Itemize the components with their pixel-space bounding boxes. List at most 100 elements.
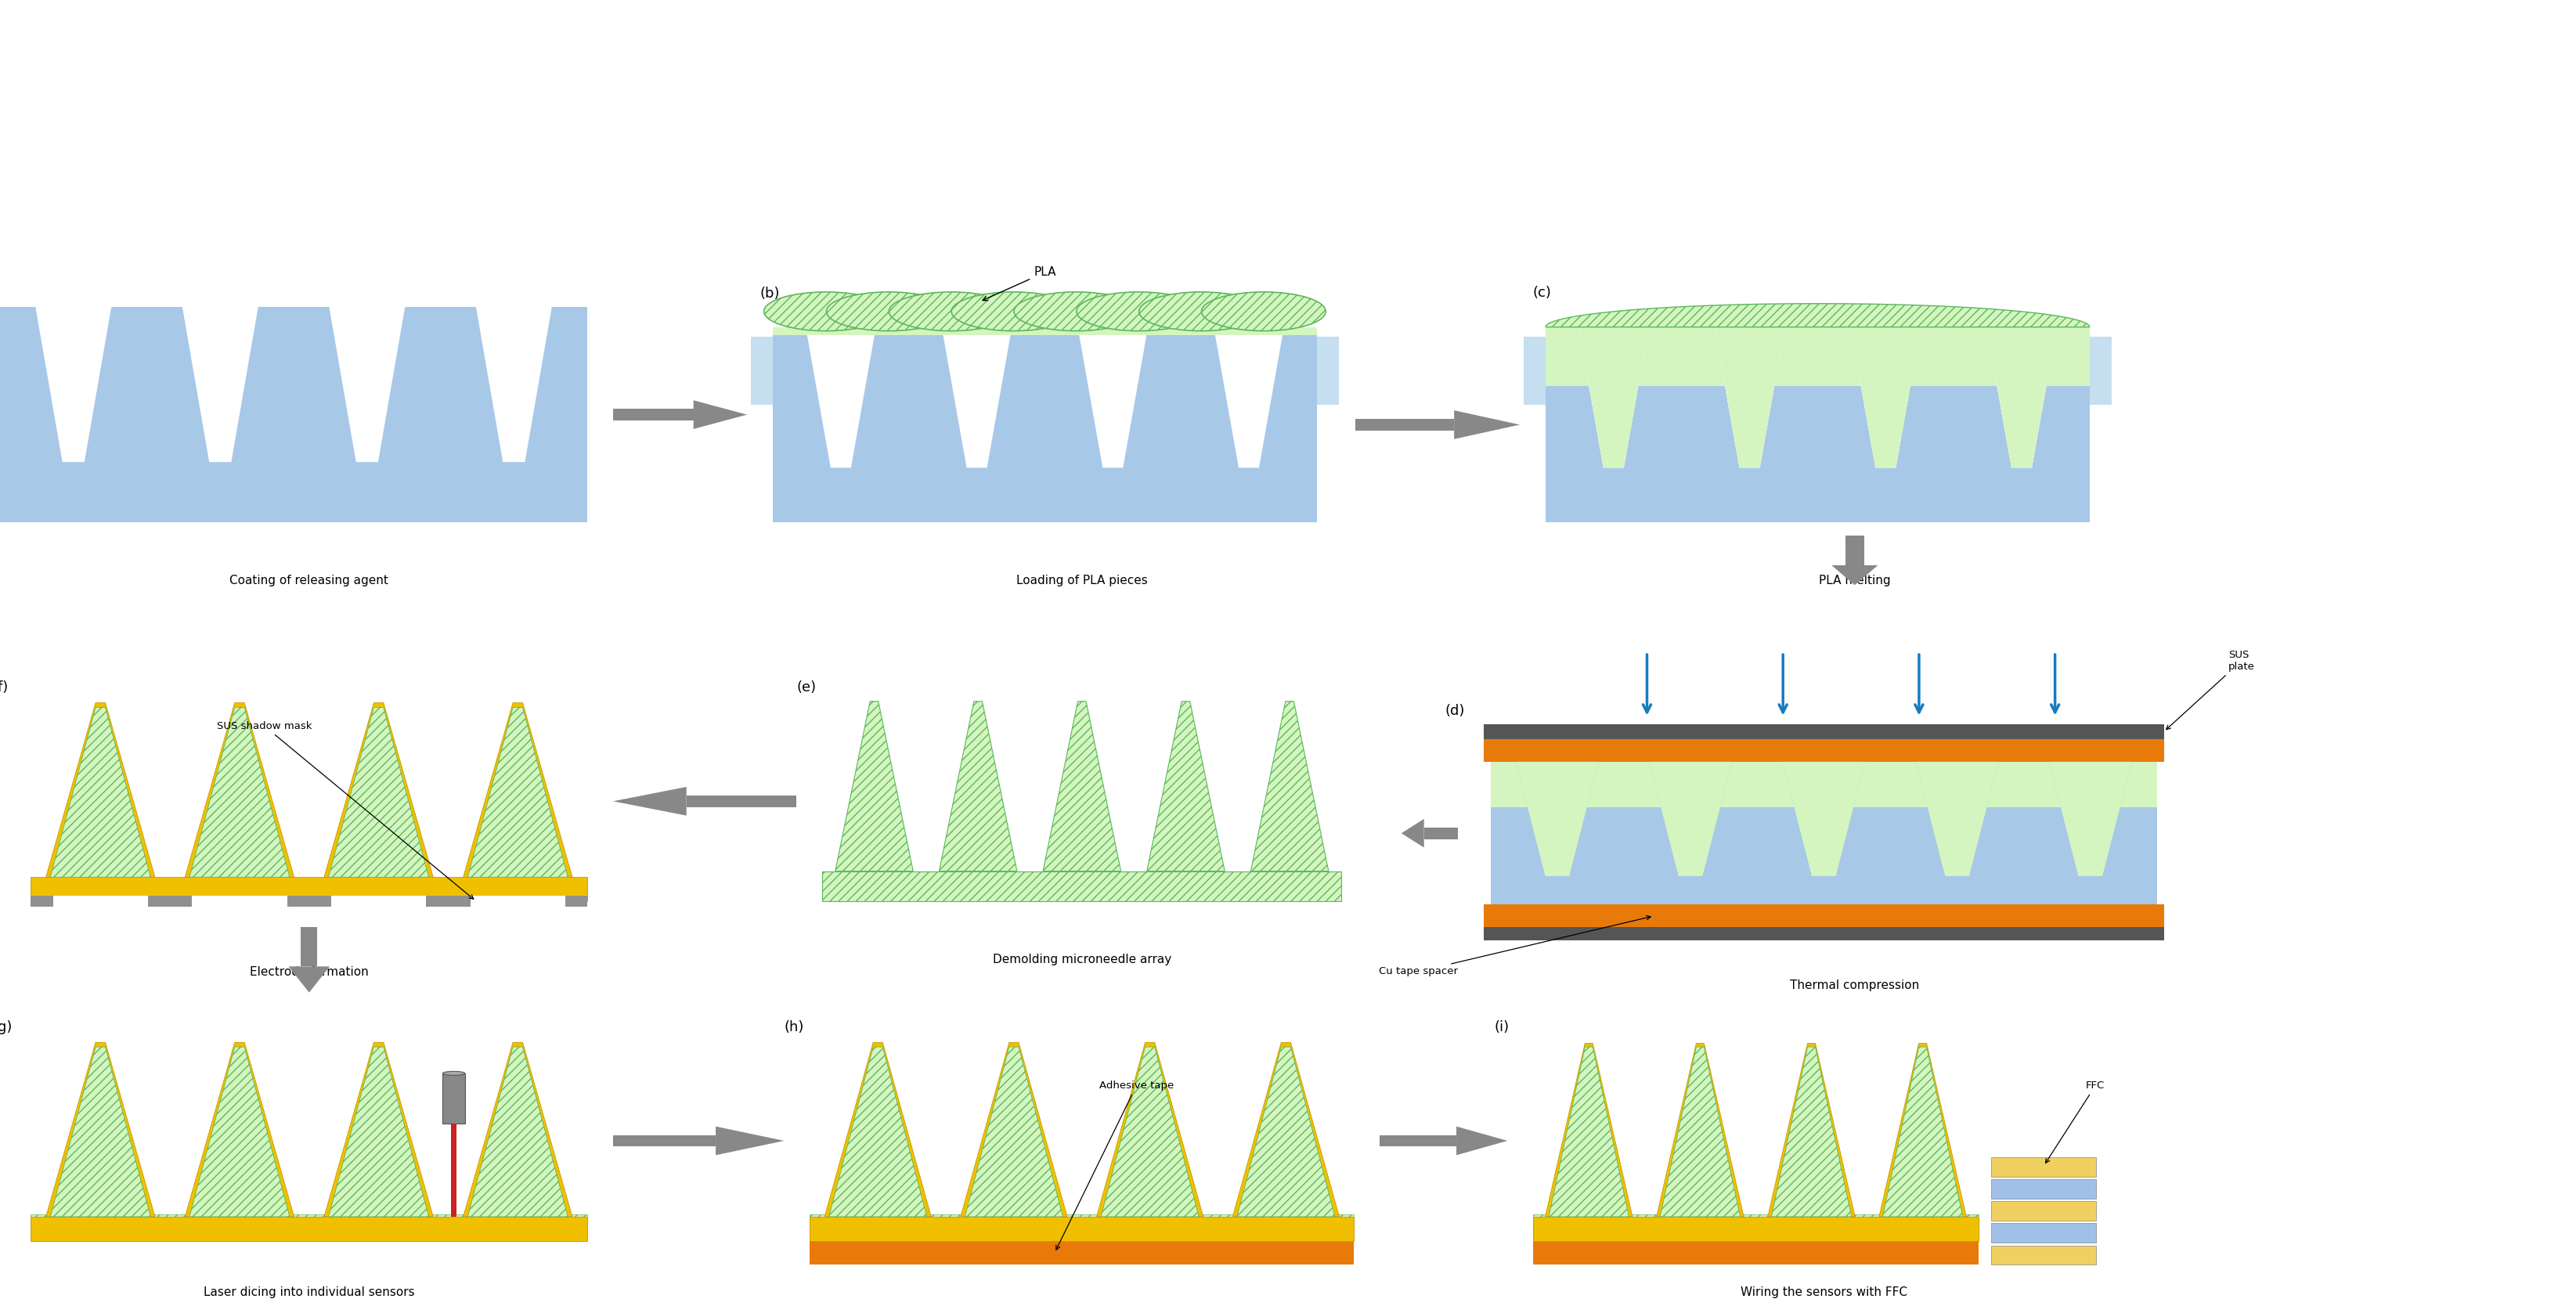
Polygon shape [829, 1047, 927, 1217]
Polygon shape [2048, 761, 2133, 876]
Text: SUS
plate: SUS plate [2166, 650, 2254, 730]
Text: SUS shadow mask: SUS shadow mask [216, 721, 474, 899]
Text: (e): (e) [796, 680, 817, 695]
Polygon shape [1649, 761, 1731, 876]
Polygon shape [1453, 410, 1520, 439]
Polygon shape [1883, 1047, 1963, 1217]
Polygon shape [1579, 326, 1649, 468]
Polygon shape [1236, 1047, 1334, 1217]
Bar [1844, 535, 1865, 565]
Polygon shape [464, 703, 572, 878]
Polygon shape [330, 708, 428, 878]
Bar [193, 896, 286, 906]
Text: (i): (i) [1494, 1020, 1510, 1034]
Polygon shape [52, 1047, 149, 1217]
Polygon shape [943, 326, 1012, 468]
Bar [2089, 337, 2112, 405]
Bar [31, 896, 587, 906]
Bar [1525, 337, 1546, 405]
Polygon shape [966, 1047, 1064, 1217]
Polygon shape [1986, 326, 2056, 468]
Bar [1492, 761, 2156, 807]
Polygon shape [824, 1042, 930, 1217]
Text: (b): (b) [760, 287, 781, 300]
Polygon shape [183, 307, 258, 462]
Text: Coating of releasing agent: Coating of releasing agent [229, 575, 389, 586]
Polygon shape [1783, 761, 1865, 876]
Polygon shape [961, 1042, 1066, 1217]
Text: FFC: FFC [2045, 1080, 2105, 1164]
Polygon shape [1850, 326, 1922, 468]
Bar [752, 337, 773, 405]
Polygon shape [1850, 326, 1922, 468]
Polygon shape [185, 703, 294, 878]
Ellipse shape [827, 293, 951, 330]
Polygon shape [1100, 1047, 1198, 1217]
Polygon shape [1649, 761, 1731, 876]
Polygon shape [1716, 326, 1785, 468]
Text: Adhesive tape: Adhesive tape [1056, 1080, 1175, 1250]
Text: Cu tape spacer: Cu tape spacer [1378, 916, 1651, 977]
Text: Wiring the sensors with FFC: Wiring the sensors with FFC [1741, 1286, 1906, 1298]
Polygon shape [46, 703, 155, 878]
Polygon shape [1832, 565, 1878, 585]
Polygon shape [325, 1042, 433, 1217]
Bar [1425, 828, 1458, 838]
Text: PLA melting: PLA melting [1819, 575, 1891, 586]
Bar [1546, 326, 2089, 385]
Polygon shape [36, 307, 111, 462]
Polygon shape [613, 786, 685, 815]
Bar [31, 1215, 587, 1241]
Ellipse shape [1077, 293, 1200, 330]
Bar [809, 1241, 1355, 1264]
Polygon shape [1146, 701, 1224, 871]
Bar [2089, 337, 2112, 405]
Polygon shape [1401, 819, 1425, 848]
Polygon shape [46, 1042, 155, 1217]
Bar [443, 1074, 464, 1123]
Text: (d): (d) [1445, 704, 1466, 717]
Polygon shape [693, 400, 747, 430]
Polygon shape [1850, 326, 1922, 468]
Bar [773, 326, 1316, 334]
Bar [1991, 1224, 2097, 1243]
Ellipse shape [1015, 293, 1139, 330]
Bar [613, 409, 693, 421]
Bar [301, 927, 317, 966]
Polygon shape [469, 708, 567, 878]
Ellipse shape [1139, 293, 1262, 330]
Text: Loading of PLA pieces: Loading of PLA pieces [1018, 575, 1146, 586]
Polygon shape [1455, 1126, 1507, 1156]
Polygon shape [1767, 1043, 1855, 1217]
Polygon shape [1077, 326, 1149, 468]
Polygon shape [1716, 326, 1785, 468]
Ellipse shape [765, 293, 889, 330]
Polygon shape [477, 307, 551, 462]
Bar [1381, 1135, 1455, 1147]
Bar [1533, 1217, 1978, 1241]
Polygon shape [330, 307, 404, 462]
Bar [1991, 1202, 2097, 1221]
Polygon shape [1043, 701, 1121, 871]
Polygon shape [1548, 1047, 1628, 1217]
Text: Demolding microneedle array: Demolding microneedle array [992, 953, 1172, 965]
Polygon shape [289, 966, 330, 993]
Bar [822, 871, 1342, 901]
Polygon shape [185, 1042, 294, 1217]
Bar [1546, 326, 2089, 522]
Bar [685, 795, 796, 807]
Bar [31, 1217, 587, 1241]
Polygon shape [1917, 761, 1999, 876]
Polygon shape [464, 1042, 572, 1217]
Polygon shape [469, 1047, 567, 1217]
Bar [809, 1217, 1355, 1241]
Polygon shape [1213, 326, 1283, 468]
Bar [1492, 761, 2156, 905]
Text: PLA: PLA [981, 266, 1056, 300]
Polygon shape [1783, 761, 1865, 876]
Bar [471, 896, 564, 906]
Polygon shape [1097, 1042, 1203, 1217]
Bar [1484, 905, 2164, 927]
Text: (c): (c) [1533, 286, 1551, 299]
Polygon shape [1515, 761, 1600, 876]
